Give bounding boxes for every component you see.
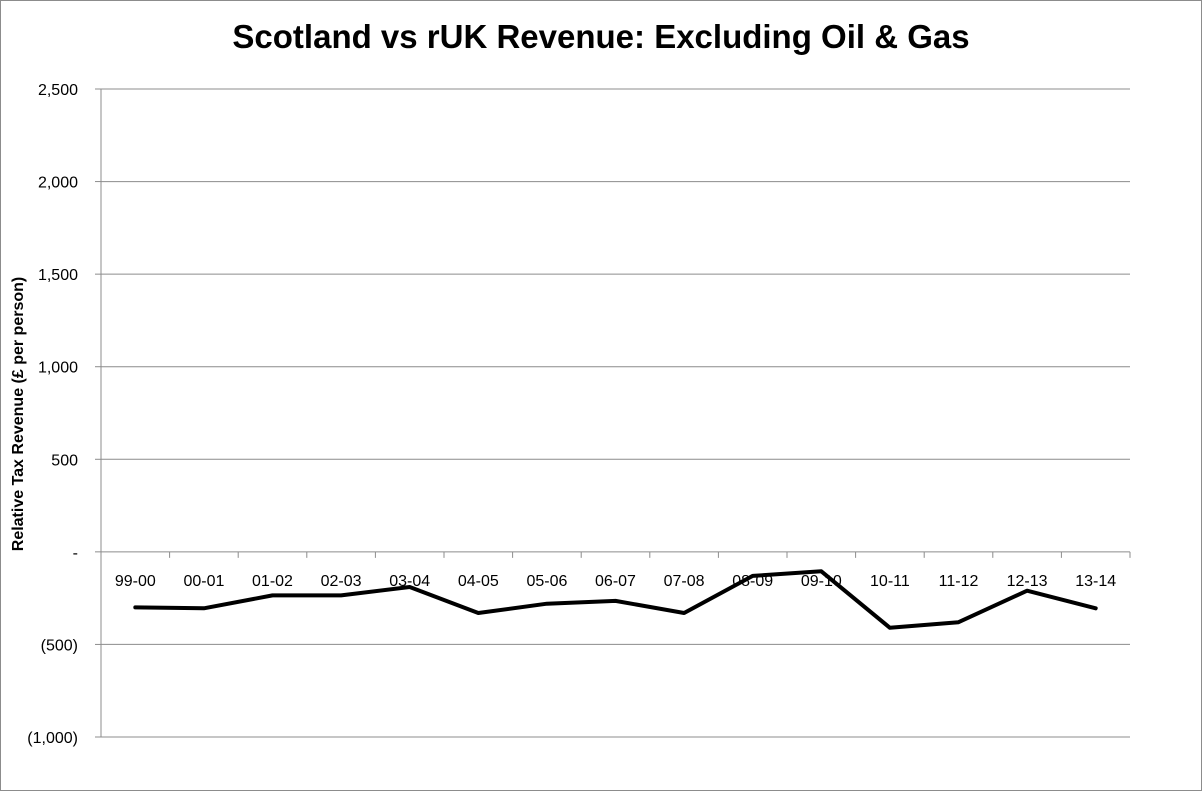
y-tick-label: 1,000 [38, 360, 78, 377]
axes [95, 88, 1131, 738]
x-tick-label: 05-06 [526, 573, 567, 590]
x-tick-label: 04-05 [458, 573, 499, 590]
x-tick-label: 03-04 [389, 573, 430, 590]
y-tick-label: (500) [41, 637, 78, 654]
x-tick-label: 11-12 [939, 573, 979, 590]
series-line [133, 569, 1098, 630]
x-tick-label: 12-13 [1007, 573, 1048, 590]
y-tick-labels: (1,000) (500) - 500 1,000 1,500 2,000 2,500 [27, 82, 78, 747]
x-tick-label: 02-03 [321, 573, 362, 590]
y-tick-label: 2,500 [38, 82, 78, 99]
y-tick-label: (1,000) [27, 730, 78, 747]
gridlines [101, 88, 1130, 738]
x-tick-label: 10-11 [870, 573, 910, 590]
x-tick-label: 01-02 [252, 573, 293, 590]
x-tick-label: 13-14 [1075, 573, 1116, 590]
x-tick-label: 09-10 [801, 573, 842, 590]
y-tick-label: 500 [51, 452, 78, 469]
x-tick-label: 00-01 [183, 573, 224, 590]
y-tick-label: 2,000 [38, 175, 78, 192]
y-tick-label: - [73, 545, 78, 562]
chart-title: Scotland vs rUK Revenue: Excluding Oil &… [232, 18, 970, 55]
x-tick-label: 99-00 [115, 573, 156, 590]
y-tick-label: 1,500 [38, 267, 78, 284]
x-tick-labels: 99-00 00-01 01-02 02-03 03-04 04-05 05-06 06-07… [115, 573, 1116, 590]
x-tick-label: 07-08 [664, 573, 705, 590]
series [133, 569, 1098, 630]
x-tick-label: 06-07 [595, 573, 636, 590]
